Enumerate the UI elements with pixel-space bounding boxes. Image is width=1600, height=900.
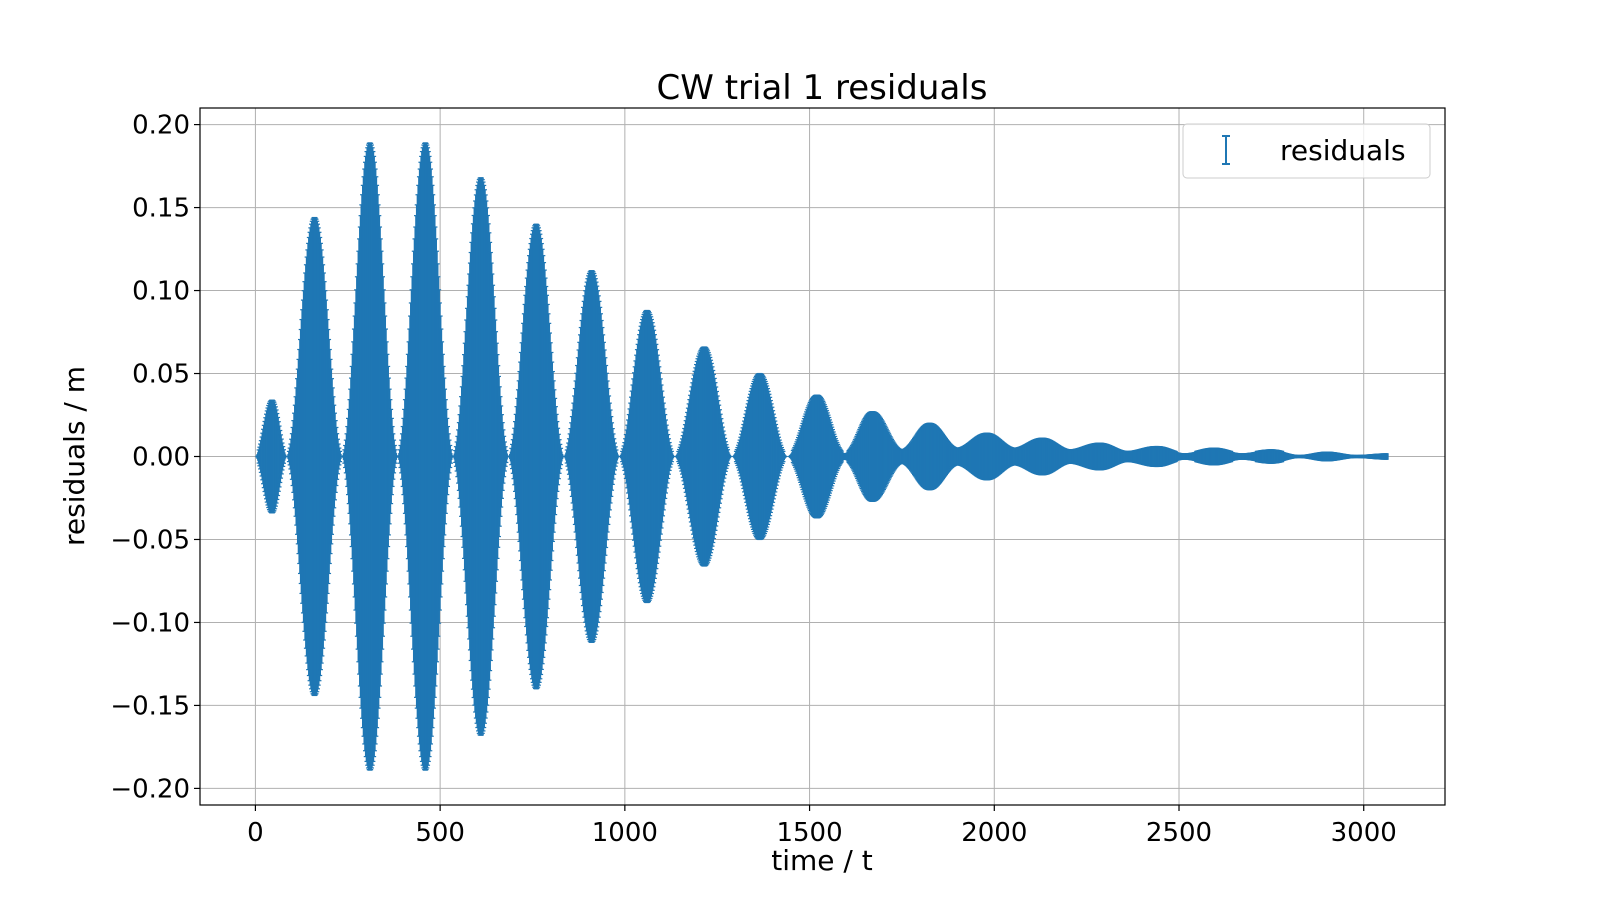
y-tick-label: −0.10 [110, 608, 190, 638]
y-tick-label: −0.20 [110, 774, 190, 804]
y-tick-label: 0.00 [132, 443, 190, 473]
y-tick-label: 0.20 [132, 111, 190, 141]
y-tick-label: −0.15 [110, 691, 190, 721]
y-tick-label: 0.15 [132, 194, 190, 224]
y-tick-label: 0.05 [132, 360, 190, 390]
axis-ticks: 0 500 1000 1500 2000 2500 3000 0.20 0.15 0.10 0.05… [110, 111, 1396, 848]
x-tick-label: 1500 [776, 818, 842, 848]
x-tick-label: 2500 [1146, 818, 1212, 848]
x-tick-label: 500 [415, 818, 465, 848]
legend: residuals [1182, 123, 1431, 179]
x-tick-label: 3000 [1331, 818, 1397, 848]
residuals-series [254, 142, 1389, 771]
y-tick-label: −0.05 [110, 525, 190, 555]
x-tick-label: 0 [247, 818, 264, 848]
x-tick-label: 1000 [592, 818, 658, 848]
chart-title: CW trial 1 residuals [657, 68, 988, 108]
y-axis-label: residuals / m [58, 366, 91, 546]
legend-box [1182, 123, 1431, 179]
x-axis-label: time / t [771, 844, 872, 877]
x-tick-label: 2000 [961, 818, 1027, 848]
y-tick-label: 0.10 [132, 277, 190, 307]
legend-label-residuals: residuals [1280, 134, 1406, 167]
legend-errorbar-marker [1222, 135, 1230, 165]
